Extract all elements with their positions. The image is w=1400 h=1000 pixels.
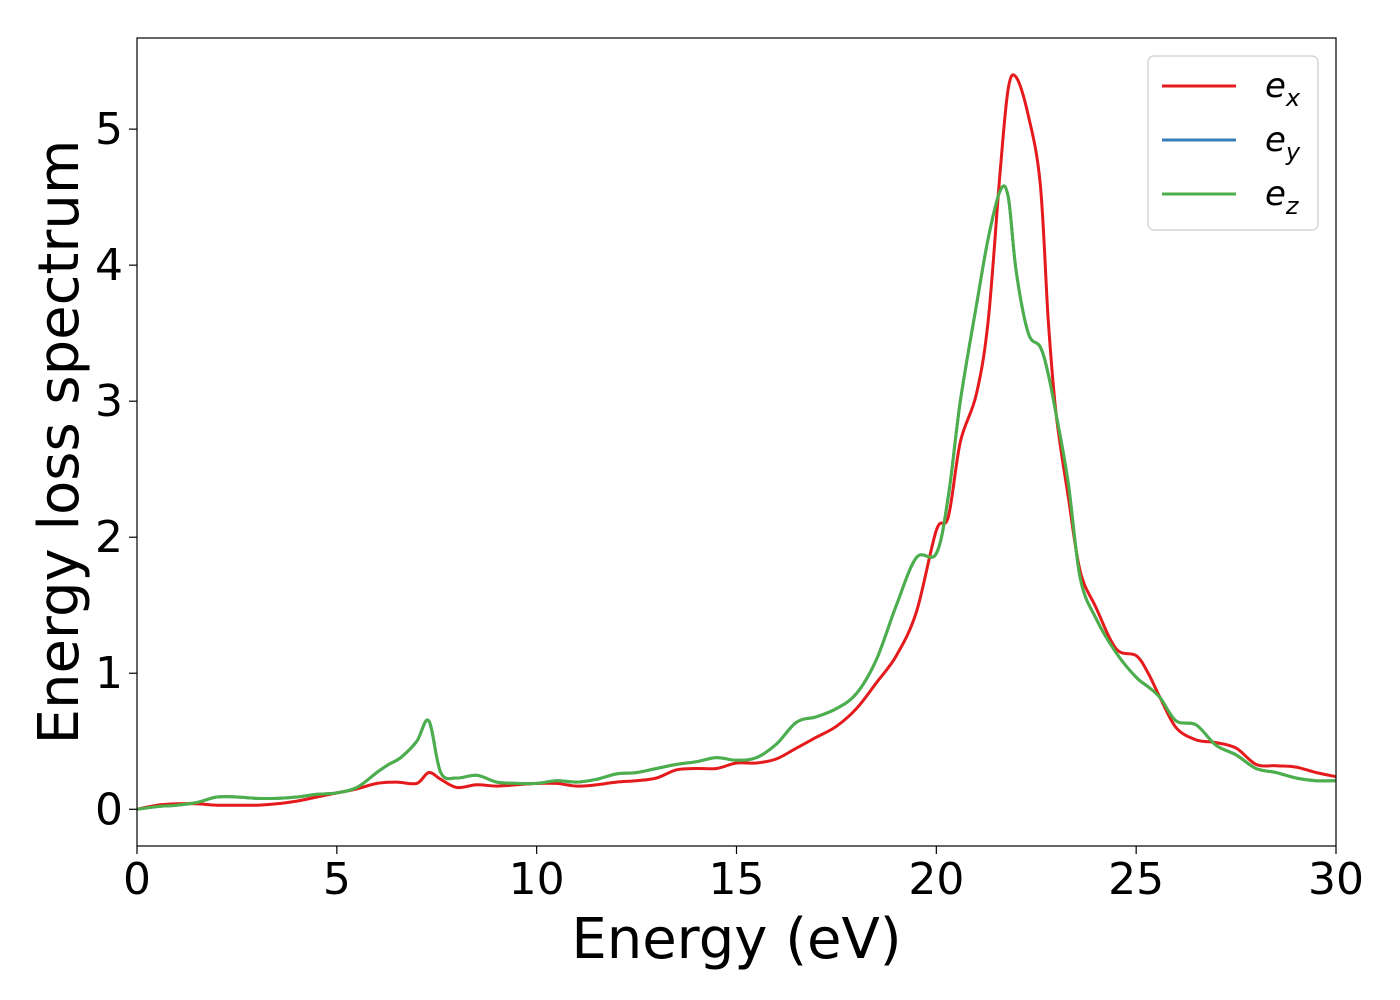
y-tick-label: 4 xyxy=(95,240,123,291)
x-tick-label: 30 xyxy=(1308,854,1364,905)
legend-box xyxy=(1147,55,1319,231)
y-tick-label: 5 xyxy=(95,104,123,155)
y-tick-label: 0 xyxy=(95,784,123,835)
x-tick-label: 25 xyxy=(1108,854,1164,905)
y-tick-label: 1 xyxy=(95,648,123,699)
y-axis-title: Energy loss spectrum xyxy=(27,140,92,745)
series-line-x xyxy=(136,73,1337,811)
legend: ex ey ez xyxy=(1147,55,1319,231)
y-tick-label: 3 xyxy=(95,376,123,427)
x-tick-label: 20 xyxy=(908,854,964,905)
series-line-z xyxy=(136,184,1337,811)
y-tick-label: 2 xyxy=(95,512,123,563)
legend-label-z: ez xyxy=(1265,174,1300,220)
x-tick-label: 10 xyxy=(509,854,565,905)
legend-label-x: ex xyxy=(1265,66,1301,112)
x-tick-label: 15 xyxy=(709,854,765,905)
ticks-layer: 0 5 10 15 20 25 30 0 1 2 3 4 5 xyxy=(95,104,1364,905)
x-tick-label: 5 xyxy=(323,854,351,905)
legend-label-y: ey xyxy=(1265,120,1301,166)
x-axis-title: Energy (eV) xyxy=(571,907,901,972)
series-layer xyxy=(136,73,1337,811)
x-tick-label: 0 xyxy=(123,854,151,905)
